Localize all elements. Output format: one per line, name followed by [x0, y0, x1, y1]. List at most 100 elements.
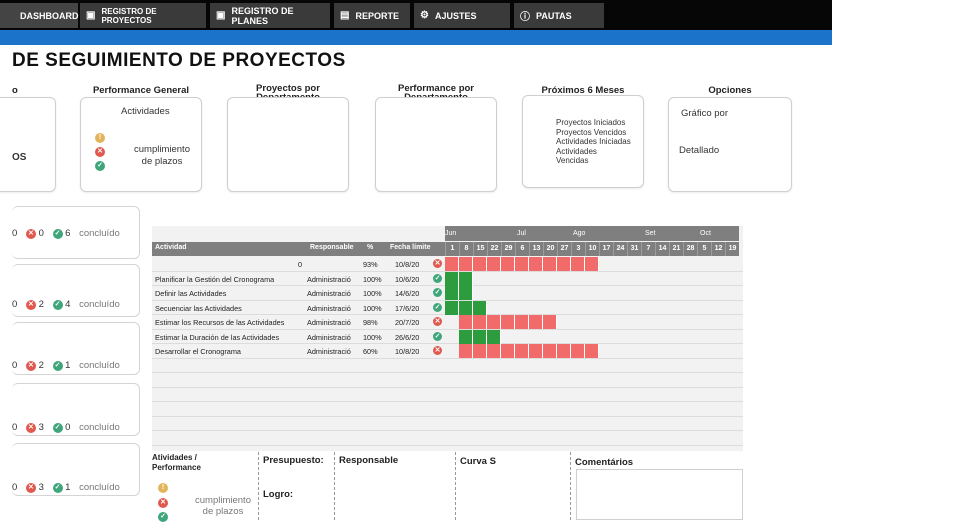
late-icon: ✕ — [25, 422, 36, 433]
gantt-row[interactable]: Definir las Actividades Administració 100%… — [152, 286, 743, 301]
gantt-pct: 60% — [363, 347, 378, 356]
folder-icon: ▣ — [86, 10, 96, 21]
opciones-card[interactable]: Gráfico por Detallado — [668, 97, 792, 192]
info-icon: ⓘ — [520, 12, 530, 23]
ontime-status-icon: ✓ — [433, 302, 442, 312]
responsable-label: Responsable — [339, 455, 399, 466]
nav-dashboard-button[interactable]: DASHBOARD — [0, 3, 79, 28]
gantt-month-band — [445, 226, 739, 241]
project-row-card[interactable]: 0 ✕ 2 ✓ 1 concluído — [12, 322, 140, 375]
gantt-day-label: 31 — [627, 242, 641, 256]
col-actividad-header: Actividad — [155, 244, 187, 251]
gantt-row[interactable]: 0 93% 10/8/20 ✕ — [152, 257, 743, 272]
project-status: concluído — [79, 228, 120, 239]
detallado-option[interactable]: Detallado — [679, 145, 720, 156]
ontime-status-icon: ✓ — [433, 273, 442, 283]
nav-registro-planes-button[interactable]: ▣ REGISTRO DE PLANES — [210, 3, 330, 28]
pending-count: 0 — [12, 360, 18, 371]
nav-ajustes-button[interactable]: ⚙ AJUSTES — [414, 3, 510, 28]
bottom-divider — [570, 452, 571, 520]
nav-registro-proyectos-label: REGISTRO DE PROYECTOS — [101, 6, 157, 25]
ontime-count: 1 — [65, 482, 71, 493]
proximos-line: Actividades — [556, 146, 597, 156]
nav-pautas-button[interactable]: ⓘ PAUTAS — [514, 3, 604, 28]
gantt-day-label: 3 — [571, 242, 585, 256]
gantt-pct: 93% — [363, 260, 378, 269]
ontime-icon: ✓ — [52, 360, 63, 371]
nav-dashboard-label: DASHBOARD — [20, 10, 79, 21]
nav-reporte-button[interactable]: ▤ REPORTE — [334, 3, 410, 28]
gantt-bar-cell — [473, 257, 487, 271]
proximos-line: Vencidas — [556, 156, 589, 166]
ontime-status-icon: ✓ — [433, 288, 442, 297]
gantt-day-label: 27 — [557, 242, 571, 256]
gantt-bar-cell — [459, 329, 473, 344]
gantt-responsable: Administració — [307, 318, 351, 327]
comentarios-box[interactable] — [576, 469, 743, 520]
card-title-partial: o — [12, 85, 18, 96]
grafico-por-option[interactable]: Gráfico por — [681, 108, 728, 119]
pending-icon: ! — [158, 479, 168, 497]
gantt-bar-cell — [543, 257, 557, 271]
project-row-stats: 0 ✕ 2 ✓ 4 concluído — [12, 299, 120, 310]
gantt-bar-cell — [445, 300, 459, 315]
gantt-fecha: 10/8/20 — [395, 347, 420, 356]
gantt-bar-cell — [557, 344, 571, 358]
project-row-card[interactable]: 0 ✕ 2 ✓ 4 concluído — [12, 264, 140, 317]
gantt-bar-cell — [585, 257, 599, 271]
col-fecha-header: Fecha límite — [390, 244, 431, 251]
gantt-day-label: 10 — [585, 242, 599, 256]
gantt-row[interactable]: Desarrollar el Cronograma Administració 60… — [152, 344, 743, 359]
gantt-activity: Estimar los Recursos de las Actividades — [155, 318, 285, 327]
gantt-day-label: 14 — [655, 242, 669, 256]
gantt-bar-cell — [585, 344, 599, 358]
col-responsable-header: Responsable — [310, 244, 354, 251]
nav-registro-proyectos-button[interactable]: ▣ REGISTRO DE PROYECTOS — [80, 3, 206, 28]
project-row-card[interactable]: 0 ✕ 3 ✓ 0 concluído — [12, 383, 140, 436]
proyectos-depto-card[interactable] — [227, 97, 349, 192]
gantt-fecha: 20/7/20 — [395, 318, 420, 327]
gantt-day-label: 20 — [543, 242, 557, 256]
nav-registro-planes-label: REGISTRO DE PLANES — [231, 5, 294, 26]
gantt-day-label: 24 — [613, 242, 627, 256]
late-status-icon: ✕ — [433, 317, 442, 326]
project-row-stats: 0 ✕ 2 ✓ 1 concluído — [12, 360, 120, 371]
project-row-card[interactable]: 0 ✕ 3 ✓ 1 concluído — [12, 443, 140, 496]
nav-pautas-label: PAUTAS — [536, 10, 572, 21]
project-status: concluído — [79, 299, 120, 310]
gantt-bar-cell — [487, 344, 501, 358]
ontime-count: 0 — [65, 422, 71, 433]
gantt-month-label: Ago — [573, 230, 586, 237]
gantt-responsable: Administració — [307, 332, 351, 342]
performance-general-label: Actividades — [121, 106, 170, 117]
gears-icon: ⚙ — [420, 10, 429, 21]
proximos-card[interactable]: Proyectos Iniciados Proyectos Vencidos A… — [522, 95, 644, 188]
gantt-row[interactable]: Estimar la Duración de las Actividades Ad… — [152, 329, 743, 344]
late-status-icon: ✕ — [433, 346, 442, 355]
late-count: 3 — [38, 422, 44, 433]
gantt-row[interactable]: Planificar la Gestión del Cronograma Admi… — [152, 271, 743, 286]
gantt-fecha: 17/6/20 — [395, 303, 420, 313]
gantt-day-label: 8 — [459, 242, 473, 256]
gantt-bar-cell — [459, 271, 473, 286]
late-count: 2 — [38, 360, 44, 371]
project-status: concluído — [79, 360, 120, 371]
gantt-bar-cell — [543, 315, 557, 329]
performance-depto-card[interactable] — [375, 97, 497, 192]
gantt-bar-cell — [445, 286, 459, 300]
gantt-row[interactable]: Secuenciar las Actividades Administració 1… — [152, 300, 743, 315]
gantt-row[interactable]: Estimar los Recursos de las Actividades A… — [152, 315, 743, 330]
gantt-bar-cell — [515, 344, 529, 358]
gantt-bar-cell — [487, 329, 501, 344]
performance-general-card[interactable]: Actividades ! ✕ ✓ cumplimiento de plazos — [80, 97, 202, 192]
gantt-bar-cell — [473, 344, 487, 358]
ontime-count: 1 — [65, 360, 71, 371]
gantt-row — [152, 388, 743, 402]
performance-general-legend: cumplimiento de plazos — [134, 144, 190, 167]
gantt-bar-cell — [473, 329, 487, 344]
gantt-activity: Planificar la Gestión del Cronograma — [155, 274, 275, 284]
gantt-responsable: Administració — [307, 289, 351, 298]
gantt-header-row — [152, 242, 445, 256]
ontime-status-icon: ✓ — [433, 331, 442, 341]
project-row-card[interactable]: 0 ✕ 0 ✓ 6 concluído — [12, 206, 140, 259]
